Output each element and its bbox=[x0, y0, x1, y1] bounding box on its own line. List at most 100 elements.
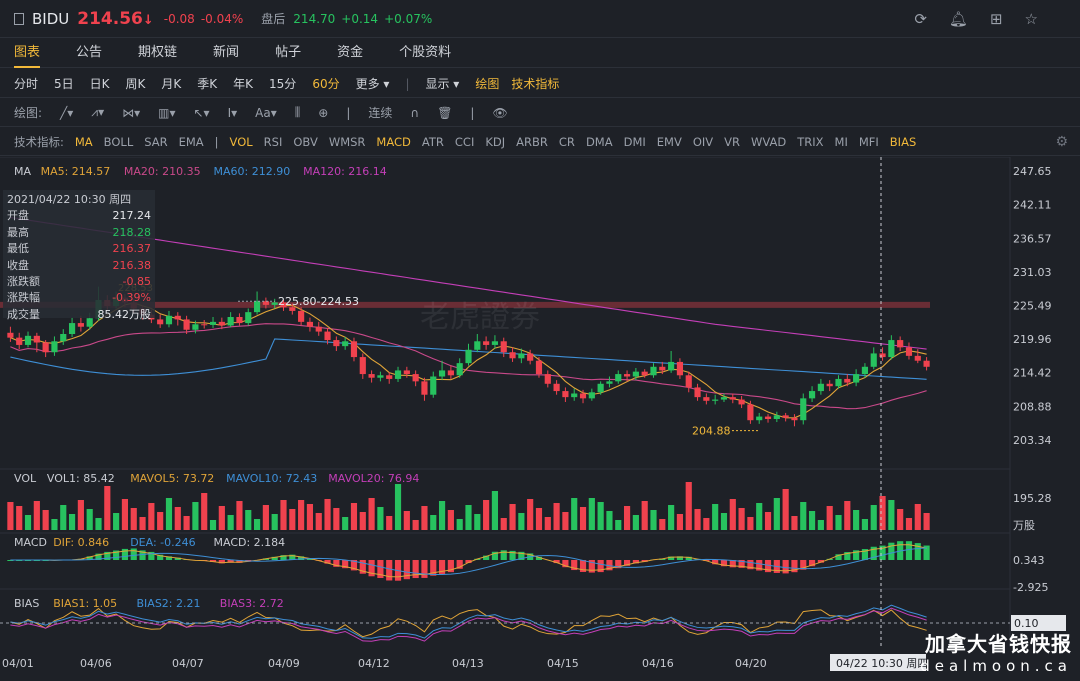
period-7[interactable]: 15分 bbox=[269, 77, 297, 91]
tab-6[interactable]: 个股资料 bbox=[399, 44, 452, 60]
draw-tool-12[interactable]: 🗑 bbox=[437, 105, 453, 120]
draw-tool-4[interactable]: ↖▾ bbox=[193, 105, 210, 120]
indicator-18[interactable]: OIV bbox=[692, 134, 714, 149]
indicator-24[interactable]: BIAS bbox=[889, 134, 917, 149]
indicator-21[interactable]: TRIX bbox=[797, 134, 824, 149]
indicator-14[interactable]: CR bbox=[558, 134, 575, 149]
indicator-0[interactable]: MA bbox=[74, 134, 93, 149]
tiger-watermark: 老虎證券 bbox=[420, 300, 540, 335]
volume-bar bbox=[615, 520, 622, 530]
period-5[interactable]: 季K bbox=[197, 77, 218, 91]
tech-indicator-toggle[interactable]: 技术指标 bbox=[511, 77, 560, 91]
indicator-19[interactable]: VR bbox=[724, 134, 740, 149]
draw-tool-7[interactable]: ⫼ bbox=[294, 105, 301, 119]
candle-body bbox=[782, 415, 789, 418]
macd-bar bbox=[483, 555, 490, 560]
tab-3[interactable]: 新闻 bbox=[213, 44, 240, 60]
display-menu[interactable]: 显示 ▾ bbox=[425, 77, 460, 91]
indicator-17[interactable]: EMV bbox=[656, 134, 682, 149]
indicator-5[interactable]: VOL bbox=[229, 134, 253, 149]
indicator-6[interactable]: RSI bbox=[263, 134, 283, 149]
candle-body bbox=[571, 393, 578, 398]
ma-legend-item: MA20: 210.35 bbox=[124, 165, 201, 178]
period-3[interactable]: 周K bbox=[125, 77, 146, 91]
draw-tool-5[interactable]: I▾ bbox=[227, 105, 238, 120]
indicator-23[interactable]: MFI bbox=[858, 134, 879, 149]
period-8[interactable]: 60分 bbox=[312, 77, 340, 91]
indicator-7[interactable]: OBV bbox=[293, 134, 318, 149]
candle-body bbox=[236, 317, 243, 324]
indicator-22[interactable]: MI bbox=[834, 134, 848, 149]
indicator-11[interactable]: CCI bbox=[454, 134, 475, 149]
indicator-12[interactable]: KDJ bbox=[485, 134, 506, 149]
period-0[interactable]: 分时 bbox=[14, 77, 39, 91]
indicator-4: | bbox=[214, 134, 219, 149]
candle-body bbox=[430, 376, 437, 395]
macd-bar bbox=[157, 554, 164, 560]
indicator-1[interactable]: BOLL bbox=[103, 134, 134, 149]
period-2[interactable]: 日K bbox=[89, 77, 110, 91]
period-1[interactable]: 5日 bbox=[54, 77, 74, 91]
price-axis-label: 242.11 bbox=[1013, 199, 1052, 212]
period-9[interactable]: 更多 ▾ bbox=[355, 77, 390, 91]
period-4[interactable]: 月K bbox=[161, 77, 182, 91]
tab-2[interactable]: 期权链 bbox=[138, 44, 178, 60]
indicator-8[interactable]: WMSR bbox=[328, 134, 366, 149]
star-icon[interactable]: ☆ bbox=[1024, 9, 1038, 28]
grid-icon[interactable]: ⊞ bbox=[989, 9, 1003, 28]
candle-body bbox=[632, 371, 639, 377]
tab-1[interactable]: 公告 bbox=[76, 44, 103, 60]
draw-tool-3[interactable]: ▥▾ bbox=[158, 105, 176, 120]
draw-tool-14[interactable]: 👁 bbox=[492, 105, 508, 120]
volume-bar bbox=[597, 502, 604, 530]
volume-bar bbox=[553, 503, 560, 530]
tab-0[interactable]: 图表 bbox=[14, 38, 41, 68]
tab-5[interactable]: 资金 bbox=[337, 44, 364, 60]
candle-body bbox=[518, 353, 525, 359]
stock-chart[interactable]: 247.65 242.11 236.57 231.03 225.49 219.96 214.… bbox=[0, 157, 1080, 681]
refresh-icon[interactable]: ⟳ bbox=[914, 9, 927, 28]
draw-tool-8[interactable]: ⊕ bbox=[318, 105, 329, 120]
volume-bar bbox=[386, 516, 393, 530]
sidebar-toggle-icon[interactable] bbox=[14, 12, 24, 25]
volume-bar bbox=[641, 501, 648, 530]
indicator-20[interactable]: WVAD bbox=[751, 134, 787, 149]
candle-body bbox=[262, 301, 269, 305]
indicator-9[interactable]: MACD bbox=[376, 134, 411, 149]
indicator-15[interactable]: DMA bbox=[585, 134, 613, 149]
ma120-line bbox=[10, 216, 927, 350]
draw-tool-10[interactable]: 连续 bbox=[368, 106, 393, 120]
price-axis-label: 247.65 bbox=[1013, 165, 1052, 178]
draw-tool-2[interactable]: ⋈▾ bbox=[122, 105, 141, 120]
draw-tool-1[interactable]: ⩘▾ bbox=[91, 105, 105, 119]
indicator-13[interactable]: ARBR bbox=[516, 134, 548, 149]
bell-icon[interactable]: 🔔︎ bbox=[948, 9, 968, 28]
draw-toggle[interactable]: 绘图 bbox=[475, 77, 500, 91]
indicator-16[interactable]: DMI bbox=[623, 134, 646, 149]
ma20-line bbox=[10, 323, 927, 410]
tab-4[interactable]: 帖子 bbox=[275, 44, 302, 60]
volume-bar bbox=[227, 515, 234, 530]
macd-bar bbox=[236, 560, 243, 563]
volume-bar bbox=[315, 513, 322, 530]
volume-bar bbox=[236, 501, 243, 530]
volume-bar bbox=[438, 501, 446, 530]
macd-bar bbox=[553, 560, 560, 564]
volume-bar bbox=[579, 507, 587, 530]
draw-tool-0[interactable]: ╱▾ bbox=[60, 105, 74, 120]
ma-legend-item: MA120: 216.14 bbox=[303, 165, 387, 178]
indicator-3[interactable]: EMA bbox=[178, 134, 204, 149]
indicator-2[interactable]: SAR bbox=[144, 134, 168, 149]
candle-body bbox=[394, 370, 402, 379]
candle-body bbox=[923, 360, 930, 367]
tooltip-datetime: 2021/04/22 10:30 周四 bbox=[7, 193, 132, 206]
candle-body bbox=[315, 326, 322, 332]
macd-bar bbox=[280, 555, 287, 560]
draw-tool-6[interactable]: Aa▾ bbox=[255, 105, 277, 120]
draw-tool-11[interactable]: ∩ bbox=[410, 105, 420, 120]
indicator-10[interactable]: ATR bbox=[421, 134, 444, 149]
volume-bar bbox=[676, 514, 684, 530]
macd-legend-item: DIF: 0.846 bbox=[53, 536, 109, 549]
settings-gear-icon[interactable]: ⚙ bbox=[1055, 133, 1068, 150]
period-6[interactable]: 年K bbox=[233, 77, 254, 91]
